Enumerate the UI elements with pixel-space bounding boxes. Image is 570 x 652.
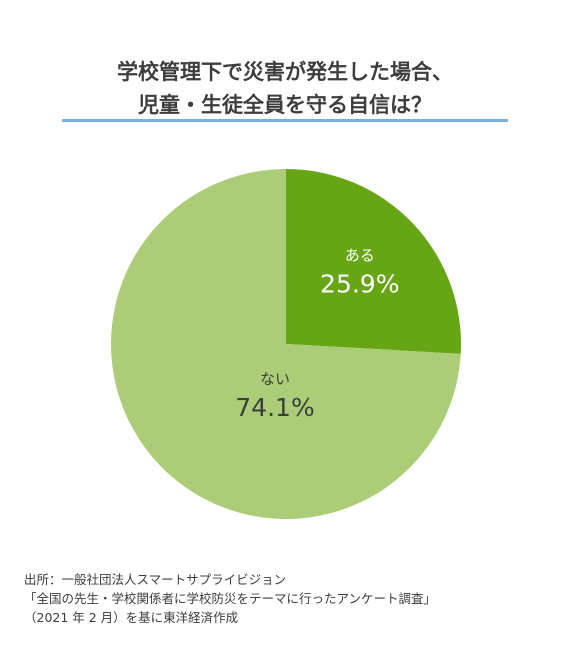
- title-divider: [62, 119, 508, 122]
- source-line-3: （2021 年 2 月）を基に東洋経済作成: [24, 610, 239, 625]
- source-note: 出所：一般社団法人スマートサプライビジョン 「全国の先生・学校関係者に学校防災を…: [24, 570, 554, 627]
- pie-slice-no: [111, 169, 461, 519]
- source-line-1: 出所：一般社団法人スマートサプライビジョン: [24, 572, 287, 587]
- chart-title-line-1: 学校管理下で災害が発生した場合、: [117, 60, 453, 84]
- source-line-2: 「全国の先生・学校関係者に学校防災をテーマに行ったアンケート調査」: [24, 591, 437, 606]
- chart-title-line-2: 児童・生徒全員を守る自信は？: [138, 93, 432, 117]
- slice-category-label-no: ない: [260, 370, 290, 388]
- slice-category-label-yes: ある: [345, 246, 375, 264]
- pie-slice-yes: [286, 169, 462, 354]
- slice-value-label-no: 74.1%: [235, 393, 314, 422]
- chart-title: 学校管理下で災害が発生した場合、 児童・生徒全員を守る自信は？: [0, 56, 570, 122]
- slice-value-label-yes: 25.9%: [320, 269, 399, 298]
